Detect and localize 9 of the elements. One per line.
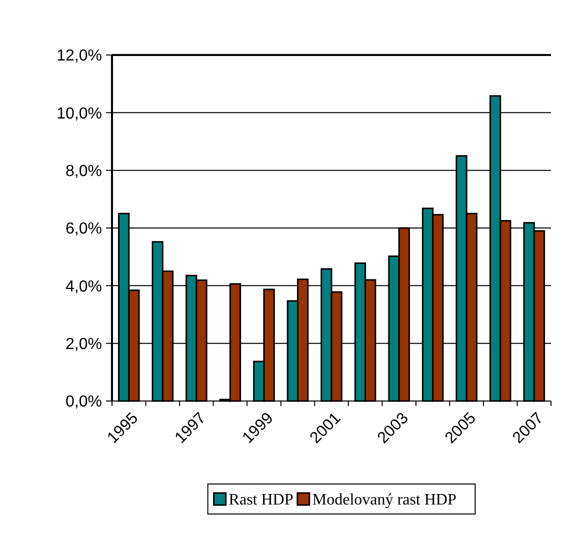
y-tick-label: 2,0%: [66, 336, 102, 353]
y-tick-label: 8,0%: [66, 162, 102, 180]
y-tick-label: 0,0%: [66, 394, 102, 411]
legend-label: Modelovaný rast HDP: [312, 492, 456, 509]
y-tick-label: 10,0%: [56, 105, 102, 122]
y-tick-label: 4,0%: [66, 278, 102, 296]
y-tick-label: 12,0%: [56, 48, 102, 65]
y-tick-label: 6,0%: [66, 220, 102, 238]
legend-label: Rast HDP: [228, 492, 294, 509]
